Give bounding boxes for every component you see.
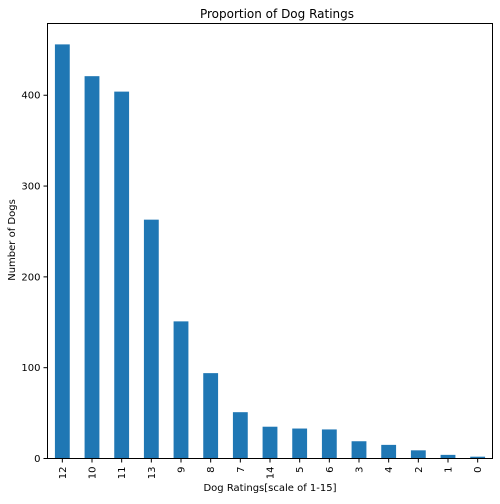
x-tick-label: 0 — [473, 467, 484, 473]
x-tick-label: 14 — [266, 467, 277, 480]
bar-13 — [143, 219, 159, 459]
bar-0 — [470, 456, 486, 459]
bar-7 — [232, 412, 248, 459]
bar-12 — [54, 44, 70, 459]
x-tick-label: 9 — [177, 467, 188, 473]
bar-1 — [440, 454, 456, 459]
x-tick-label: 2 — [414, 467, 425, 473]
x-tick-label: 13 — [147, 467, 158, 480]
chart-title: Proportion of Dog Ratings — [200, 7, 354, 21]
x-tick-label: 12 — [58, 467, 69, 480]
x-axis-label: Dog Ratings[scale of 1-15] — [203, 483, 336, 494]
y-tick-label: 200 — [21, 272, 40, 283]
y-tick-label: 300 — [21, 182, 40, 193]
y-tick-label: 100 — [21, 363, 40, 374]
x-tick-label: 6 — [325, 467, 336, 473]
y-tick-label: 400 — [21, 91, 40, 102]
x-tick-label: 4 — [384, 467, 395, 473]
y-axis: 0 100 200 300 400 — [21, 91, 48, 465]
x-tick-label: 11 — [117, 467, 128, 480]
x-tick-label: 10 — [88, 467, 99, 480]
x-tick-label: 5 — [295, 467, 306, 473]
bar-11 — [114, 91, 130, 459]
y-axis-label: Number of Dogs — [7, 199, 18, 281]
bar-6 — [321, 429, 337, 459]
bar-10 — [84, 76, 100, 459]
bar-5 — [292, 428, 308, 459]
plot-frame — [47, 23, 493, 459]
bar-2 — [410, 450, 426, 459]
bar-3 — [351, 441, 367, 459]
bar-8 — [203, 373, 219, 459]
x-tick-label: 3 — [355, 467, 366, 473]
x-tick-label: 8 — [206, 467, 217, 473]
bar-9 — [173, 321, 189, 459]
x-tick-label: 1 — [444, 467, 455, 473]
y-tick-label: 0 — [34, 454, 40, 465]
x-axis: 12 10 11 13 9 8 7 14 5 6 3 4 2 1 0 — [58, 458, 484, 480]
x-tick-label: 7 — [236, 467, 247, 473]
bar-14 — [262, 426, 278, 459]
bar-4 — [381, 444, 397, 459]
bars-group — [54, 44, 486, 459]
